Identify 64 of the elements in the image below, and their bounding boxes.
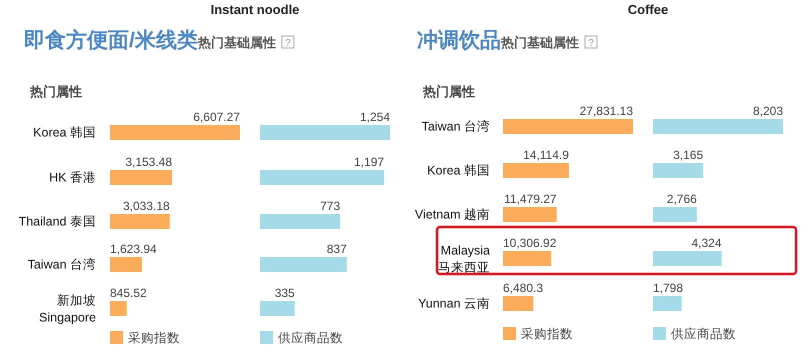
data-label: 1,798 bbox=[653, 281, 684, 295]
data-label: 335 bbox=[274, 286, 296, 300]
bar bbox=[653, 251, 722, 266]
bar bbox=[110, 170, 172, 185]
bar bbox=[503, 119, 633, 134]
data-label: 6,607.27 bbox=[193, 110, 240, 124]
bar bbox=[260, 257, 347, 272]
data-label: 6,480.3 bbox=[503, 281, 544, 295]
y-tick-label: Taiwan 台湾 bbox=[422, 118, 490, 134]
bar bbox=[653, 207, 697, 222]
y-tick-label: Taiwan 台湾 bbox=[28, 256, 96, 272]
chart-title: Coffee bbox=[628, 2, 668, 17]
legend-label: 供应商品数 bbox=[278, 330, 343, 345]
data-label: 1,254 bbox=[360, 110, 390, 124]
y-tick-label: HK 香港 bbox=[49, 170, 96, 184]
chart-subtitle: 冲调饮品 bbox=[417, 29, 501, 52]
data-label: 837 bbox=[326, 242, 348, 256]
chart-title: Instant noodle bbox=[210, 2, 300, 17]
text: 热门属性 bbox=[422, 84, 475, 99]
data-label: 845.52 bbox=[110, 286, 148, 300]
data-label: 10,306.92 bbox=[503, 236, 557, 250]
legend-label: 采购指数 bbox=[521, 327, 573, 341]
y-tick-label: Vietnam 越南 bbox=[414, 208, 490, 222]
bar bbox=[260, 170, 384, 185]
y-tick-label: Korea 韩国 bbox=[427, 164, 490, 178]
text: 热门基础属性 bbox=[500, 35, 579, 50]
bar bbox=[110, 214, 170, 229]
data-label: 11,479.27 bbox=[504, 192, 557, 206]
y-tick-label: 新加坡 Singapore bbox=[39, 294, 96, 324]
text: 热门属性 bbox=[29, 84, 82, 99]
bar bbox=[110, 257, 142, 272]
chart-subtitle: 即食方便面/米线类 bbox=[24, 28, 198, 52]
legend-label: 采购指数 bbox=[128, 331, 180, 345]
data-label: 3,165 bbox=[673, 148, 704, 162]
bar bbox=[503, 163, 569, 178]
data-label: 3,033.18 bbox=[122, 199, 170, 213]
data-label: 27,831.13 bbox=[580, 104, 634, 118]
y-tick-label: Korea 韩国 bbox=[33, 126, 96, 140]
bar bbox=[260, 301, 295, 316]
y-tick-label: Thailand 泰国 bbox=[18, 214, 96, 228]
data-label: 8,203 bbox=[752, 104, 784, 118]
bar bbox=[503, 296, 534, 311]
text: 热门基础属性 bbox=[196, 35, 276, 50]
y-tick-label: Malaysia 马来西亚 bbox=[438, 244, 490, 274]
data-label: 773 bbox=[320, 199, 340, 213]
data-label: 1,197 bbox=[354, 155, 384, 169]
bar bbox=[653, 296, 682, 311]
bar bbox=[503, 207, 557, 222]
text: ? bbox=[285, 38, 292, 49]
data-label: 14,114.9 bbox=[523, 148, 570, 162]
data-label: 3,153.48 bbox=[125, 155, 172, 169]
bar bbox=[653, 163, 704, 178]
data-label: 2,766 bbox=[666, 192, 698, 206]
bar bbox=[110, 125, 240, 140]
bar bbox=[260, 214, 340, 229]
bar bbox=[110, 301, 127, 316]
text: ? bbox=[588, 38, 594, 49]
data-label: 1,623.94 bbox=[110, 242, 158, 256]
y-tick-label: Yunnan 云南 bbox=[418, 296, 490, 310]
legend-label: 供应商品数 bbox=[671, 326, 736, 341]
data-label: 4,324 bbox=[691, 236, 722, 250]
bar bbox=[260, 125, 390, 140]
bar bbox=[503, 251, 552, 266]
bar bbox=[653, 119, 783, 134]
